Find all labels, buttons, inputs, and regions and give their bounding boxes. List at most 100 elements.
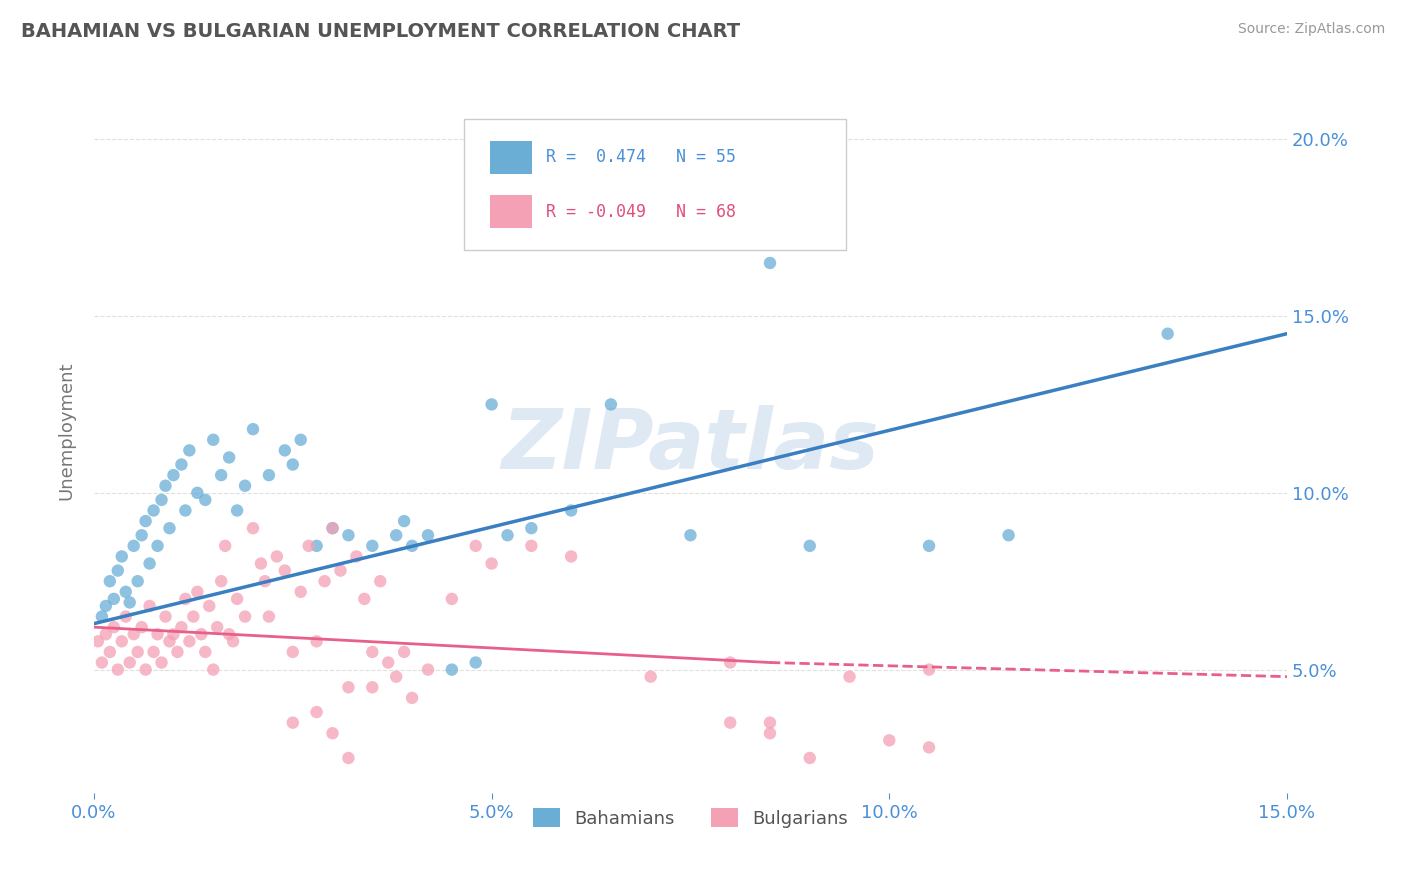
Point (520, 539, 543, 553)
Point (118, 595, 141, 609)
Point (353, 591, 375, 606)
Point (107, 663, 129, 677)
FancyBboxPatch shape (464, 120, 845, 250)
Point (159, 521, 181, 535)
Point (759, 726, 782, 740)
Point (274, 443, 297, 458)
Point (281, 645, 304, 659)
Point (600, 397, 623, 411)
Point (186, 485, 208, 500)
Point (918, 539, 941, 553)
Point (162, 468, 184, 483)
Point (87, 634, 110, 648)
Point (759, 715, 782, 730)
Point (481, 397, 503, 411)
Point (98, 645, 121, 659)
Point (718, 715, 741, 730)
Point (799, 539, 821, 553)
Point (759, 256, 782, 270)
FancyBboxPatch shape (491, 141, 531, 174)
Point (392, 645, 415, 659)
Point (179, 634, 201, 648)
Point (146, 627, 169, 641)
Point (361, 680, 384, 694)
Text: Source: ZipAtlas.com: Source: ZipAtlas.com (1237, 22, 1385, 37)
Point (107, 564, 129, 578)
Point (138, 599, 160, 613)
Point (322, 521, 344, 535)
Point (170, 620, 193, 634)
Point (416, 528, 439, 542)
Point (103, 591, 125, 606)
Point (368, 574, 391, 589)
Point (401, 690, 423, 705)
Point (640, 670, 662, 684)
Point (190, 627, 212, 641)
Text: R = -0.049   N = 68: R = -0.049 N = 68 (546, 202, 737, 220)
Point (305, 634, 328, 648)
Point (481, 557, 503, 571)
Point (202, 433, 225, 447)
Point (401, 539, 423, 553)
Point (135, 663, 157, 677)
Point (838, 670, 860, 684)
Point (111, 634, 134, 648)
Point (155, 609, 177, 624)
Point (257, 609, 280, 624)
Point (520, 521, 543, 535)
Point (344, 549, 367, 564)
Point (322, 521, 344, 535)
Point (242, 521, 264, 535)
Point (198, 599, 221, 613)
Point (274, 564, 297, 578)
Point (464, 656, 486, 670)
Point (337, 680, 360, 694)
Point (166, 645, 188, 659)
Point (257, 468, 280, 483)
Point (218, 627, 240, 641)
Point (560, 549, 582, 564)
Point (94, 627, 117, 641)
Point (103, 620, 125, 634)
Point (98, 574, 121, 589)
Point (111, 549, 134, 564)
Point (90, 656, 112, 670)
Point (162, 627, 184, 641)
Point (281, 715, 304, 730)
Point (90, 609, 112, 624)
Point (131, 528, 153, 542)
Point (377, 656, 399, 670)
Point (135, 514, 157, 528)
Point (114, 609, 136, 624)
Point (290, 433, 312, 447)
Legend: Bahamians, Bulgarians: Bahamians, Bulgarians (526, 801, 855, 835)
Point (718, 656, 741, 670)
Point (242, 422, 264, 436)
Point (679, 528, 702, 542)
Point (218, 450, 240, 465)
Point (94, 599, 117, 613)
Point (233, 609, 256, 624)
Text: ZIPatlas: ZIPatlas (502, 405, 879, 486)
Point (799, 751, 821, 765)
Point (202, 663, 225, 677)
Point (146, 539, 169, 553)
Point (337, 751, 360, 765)
Point (1156, 326, 1178, 341)
Point (361, 645, 384, 659)
Point (118, 656, 141, 670)
Y-axis label: Unemployment: Unemployment (58, 361, 75, 500)
Point (226, 591, 249, 606)
Point (174, 503, 197, 517)
Point (179, 443, 201, 458)
Point (186, 584, 208, 599)
Point (329, 564, 352, 578)
Point (150, 492, 173, 507)
Point (159, 634, 181, 648)
Point (174, 591, 197, 606)
Point (127, 645, 149, 659)
Point (322, 726, 344, 740)
Point (918, 663, 941, 677)
Point (337, 528, 360, 542)
Point (416, 663, 439, 677)
